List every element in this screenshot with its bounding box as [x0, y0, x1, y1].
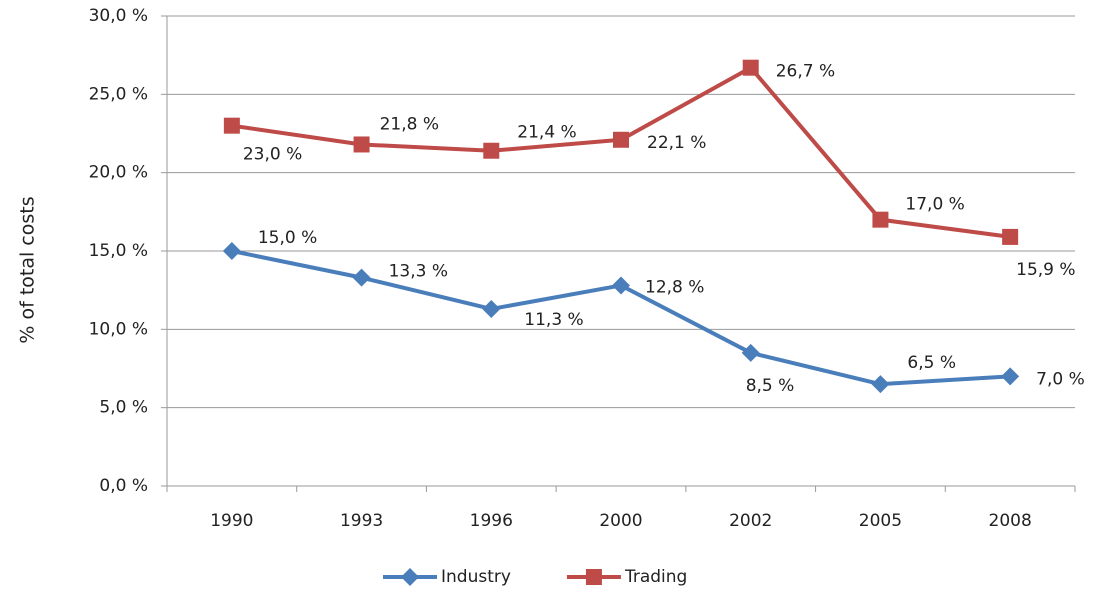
y-tick-label: 10,0 % — [89, 319, 148, 339]
marker — [482, 299, 501, 318]
x-tick-label: 1990 — [210, 511, 253, 531]
x-tick-label: 1996 — [470, 511, 513, 531]
data-label: 13,3 % — [389, 262, 448, 282]
marker — [1002, 228, 1019, 245]
data-label: 26,7 % — [776, 62, 835, 82]
y-tick-label: 5,0 % — [99, 398, 148, 418]
data-label: 11,3 % — [524, 310, 583, 330]
x-tick-label: 2008 — [989, 511, 1032, 531]
legend-label: Trading — [624, 567, 687, 587]
data-label: 8,5 % — [746, 376, 795, 396]
marker — [585, 569, 602, 585]
data-label: 21,4 % — [517, 123, 576, 143]
data-label: 23,0 % — [243, 145, 302, 165]
marker — [1001, 367, 1020, 386]
marker — [872, 211, 889, 228]
data-label: 15,0 % — [258, 228, 317, 248]
y-axis-title: % of total costs — [17, 196, 39, 343]
marker — [483, 142, 500, 159]
legend-label: Industry — [441, 567, 511, 587]
marker — [742, 59, 759, 76]
data-label: 22,1 % — [647, 133, 706, 153]
x-tick-label: 1993 — [340, 511, 383, 531]
x-tick-label: 2005 — [859, 511, 902, 531]
marker — [401, 568, 419, 586]
data-label: 21,8 % — [380, 114, 439, 134]
x-tick-label: 2000 — [599, 511, 642, 531]
y-tick-label: 0,0 % — [99, 476, 148, 496]
marker — [352, 268, 371, 287]
data-label: 6,5 % — [907, 353, 956, 373]
data-label: 7,0 % — [1036, 369, 1085, 389]
y-tick-label: 25,0 % — [89, 84, 148, 104]
data-label: 17,0 % — [905, 195, 964, 215]
line — [231, 65, 1011, 239]
marker — [612, 276, 630, 295]
marker — [871, 375, 890, 394]
y-tick-label: 20,0 % — [89, 163, 148, 183]
data-label: 15,9 % — [1016, 260, 1075, 280]
marker — [222, 242, 241, 260]
marker — [613, 131, 629, 148]
line — [231, 249, 1011, 387]
x-tick-label: 2002 — [729, 511, 772, 531]
marker — [223, 117, 240, 134]
y-tick-label: 30,0 % — [89, 6, 148, 26]
marker — [741, 343, 760, 362]
marker — [353, 136, 370, 153]
data-label: 12,8 % — [645, 277, 704, 297]
y-tick-label: 15,0 % — [89, 241, 148, 261]
